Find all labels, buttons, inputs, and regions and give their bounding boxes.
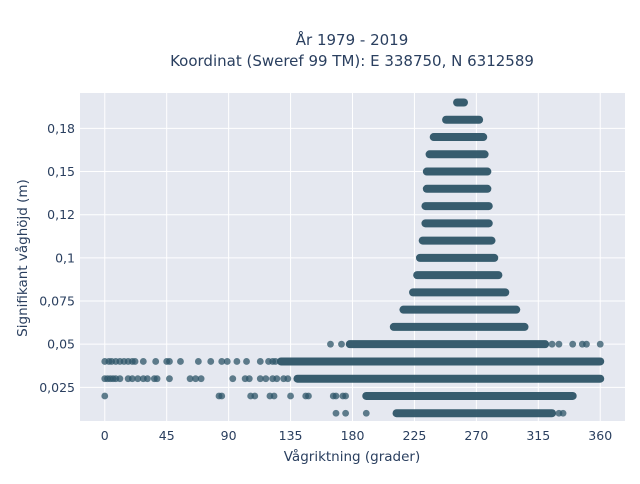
y-tick-label: 0,12 (47, 207, 75, 222)
data-point (596, 340, 604, 348)
data-point (256, 375, 264, 383)
data-point (273, 375, 281, 383)
data-point (223, 358, 231, 365)
x-tick-label: 315 (526, 428, 550, 443)
data-point (186, 375, 194, 383)
data-point (194, 358, 202, 365)
data-point (338, 340, 345, 348)
data-point (284, 375, 292, 383)
x-axis-label: Vågriktning (grader) (284, 448, 421, 465)
data-point (131, 358, 139, 365)
data-point (272, 358, 279, 365)
x-tick-labels: 0 45 90 135 180 225 270 315 360 (101, 428, 612, 443)
x-tick-label: 45 (159, 428, 175, 443)
data-point (243, 358, 250, 365)
data-point (251, 392, 259, 400)
y-tick-label: 0,1 (55, 250, 75, 265)
y-tick-labels: 0,025 0,05 0,075 0,1 0,12 0,15 0,18 (39, 121, 75, 395)
data-point (362, 409, 370, 417)
data-point (192, 375, 200, 383)
x-tick-label: 90 (221, 428, 237, 443)
data-point (305, 392, 312, 400)
data-point (101, 392, 109, 400)
data-point (332, 392, 340, 400)
data-point (583, 340, 590, 348)
data-point (332, 409, 340, 417)
data-point (218, 392, 226, 400)
y-tick-label: 0,025 (39, 380, 75, 395)
x-tick-label: 0 (101, 428, 109, 443)
data-point (144, 375, 151, 383)
x-tick-label: 360 (588, 428, 612, 443)
data-point (270, 392, 278, 400)
data-point (342, 409, 350, 417)
data-point (197, 375, 205, 383)
data-point (128, 375, 136, 383)
data-point (548, 340, 556, 348)
data-point (342, 392, 350, 400)
data-point (207, 358, 215, 365)
data-point (245, 375, 253, 383)
x-tick-label: 225 (403, 428, 427, 443)
data-point (287, 392, 294, 400)
data-point (116, 375, 124, 383)
data-point (569, 340, 577, 348)
y-tick-label: 0,075 (39, 294, 75, 309)
data-point (134, 375, 142, 383)
data-point (177, 358, 184, 365)
y-axis-label: Signifikant våghöjd (m) (14, 179, 31, 337)
data-point (229, 375, 237, 383)
y-tick-label: 0,15 (47, 164, 75, 179)
data-point (152, 358, 160, 365)
data-point (256, 358, 264, 365)
chart-title: År 1979 - 2019 (296, 30, 409, 49)
data-point (139, 358, 147, 365)
x-tick-label: 180 (341, 428, 365, 443)
data-point (166, 375, 173, 383)
y-tick-label: 0,18 (47, 121, 75, 136)
x-tick-label: 135 (279, 428, 303, 443)
data-point (218, 358, 226, 365)
data-point (555, 340, 563, 348)
data-point (559, 409, 567, 417)
data-point (153, 375, 161, 383)
data-points (101, 98, 605, 418)
data-point (327, 340, 334, 348)
data-point (166, 358, 173, 365)
x-tick-label: 270 (464, 428, 488, 443)
data-point (233, 358, 241, 365)
data-point (262, 375, 270, 383)
chart-subtitle: Koordinat (Sweref 99 TM): E 338750, N 63… (170, 52, 534, 70)
y-tick-label: 0,05 (47, 337, 75, 352)
